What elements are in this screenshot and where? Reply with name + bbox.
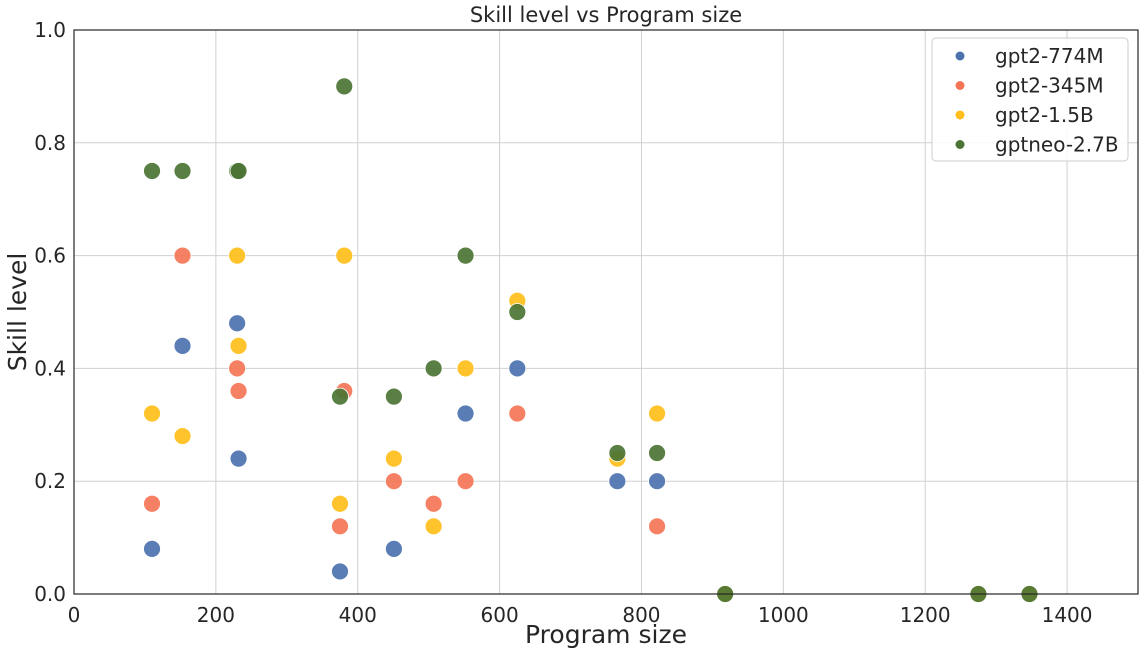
data-point [608, 472, 627, 491]
data-point [456, 404, 475, 423]
data-point [331, 387, 349, 406]
data-point [173, 427, 192, 445]
legend-marker [955, 110, 965, 120]
tick-labels: 0 200 400 600 800 1000 1200 1400 0.0 0.2 0.4 0.6 0.8… [34, 18, 1092, 627]
data-point [173, 336, 192, 355]
data-point [229, 162, 248, 180]
x-tick-label: 400 [339, 603, 377, 627]
legend-marker [955, 81, 965, 90]
x-tick-label: 0 [68, 603, 81, 627]
legend-box [931, 37, 1129, 162]
x-axis-title: Program size [525, 620, 687, 649]
data-point [508, 404, 527, 423]
data-point [229, 449, 248, 468]
legend-label: gpt2-345M [995, 74, 1104, 98]
data-point [173, 246, 192, 265]
data-point [229, 336, 248, 355]
data-point [173, 162, 192, 180]
data-point [648, 444, 666, 462]
legend-marker [955, 140, 965, 149]
data-point [456, 246, 475, 265]
data-point [228, 246, 247, 265]
data-point [508, 359, 527, 378]
data-point [228, 314, 247, 333]
data-point [648, 472, 666, 491]
data-point [648, 517, 666, 536]
chart-title: Skill level vs Program size [470, 3, 742, 27]
y-tick-label: 0.4 [34, 356, 66, 380]
data-point [508, 303, 527, 321]
x-tick-label: 600 [481, 603, 519, 627]
data-point [424, 494, 443, 513]
y-axis-title: Skill level [3, 253, 32, 372]
y-tick-label: 0.6 [34, 244, 66, 268]
data-point [385, 472, 403, 491]
data-point [385, 539, 403, 558]
data-point [456, 472, 475, 491]
y-tick-label: 0.0 [34, 582, 66, 606]
data-point [335, 77, 354, 96]
x-tick-label: 800 [622, 603, 660, 627]
x-tick-label: 1400 [1042, 603, 1093, 627]
data-point [228, 359, 247, 378]
data-point [143, 162, 161, 180]
data-point [331, 562, 349, 581]
x-tick-label: 200 [197, 603, 235, 627]
data-point [331, 494, 349, 513]
data-point [385, 387, 403, 406]
legend: gpt2-774M gpt2-345M gpt2-1.5B gptneo-2.7B [931, 37, 1129, 162]
data-point [143, 404, 161, 423]
plot-frame [73, 29, 1139, 595]
legend-marker [955, 51, 965, 61]
data-point [424, 359, 443, 378]
legend-label: gpt2-774M [995, 44, 1104, 68]
data-point [385, 449, 403, 468]
x-tick-label: 1000 [758, 603, 809, 627]
y-tick-label: 0.8 [34, 131, 66, 155]
x-tick-label: 1200 [900, 603, 951, 627]
data-point [424, 517, 443, 536]
legend-label: gpt2-1.5B [995, 103, 1094, 127]
y-tick-label: 1.0 [34, 18, 66, 42]
data-point [648, 404, 666, 423]
y-tick-label: 0.2 [34, 469, 66, 493]
data-point [229, 382, 248, 400]
data-point [335, 246, 354, 265]
data-point [143, 539, 161, 558]
data-point [608, 444, 627, 462]
data-point [331, 517, 349, 536]
data-point [143, 494, 161, 513]
legend-label: gptneo-2.7B [995, 133, 1119, 157]
data-points [143, 77, 1039, 603]
data-point [456, 359, 475, 378]
